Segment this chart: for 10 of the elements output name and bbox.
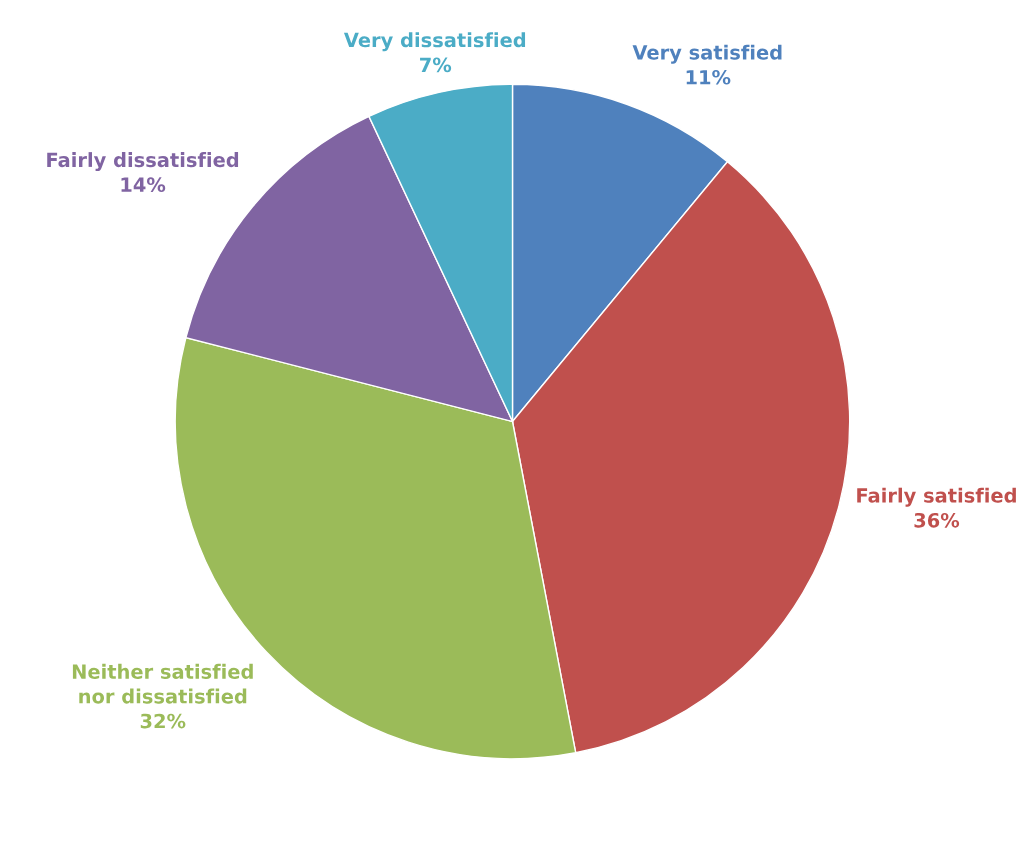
data-label: 7% bbox=[420, 57, 452, 73]
slice-label: Fairly dissatisfied bbox=[47, 152, 239, 172]
slice-label: Very dissatisfied bbox=[343, 32, 526, 52]
data-label: 32% bbox=[140, 713, 186, 729]
data-label: 14% bbox=[121, 177, 166, 193]
data-label: 36% bbox=[914, 512, 960, 528]
slice-label: Neither satisfied nor dissatisfied bbox=[72, 663, 253, 704]
slice-label: Fairly satisfied bbox=[857, 487, 1016, 507]
data-label: 11% bbox=[686, 69, 731, 85]
slice-label: Very satisfied bbox=[632, 44, 782, 64]
